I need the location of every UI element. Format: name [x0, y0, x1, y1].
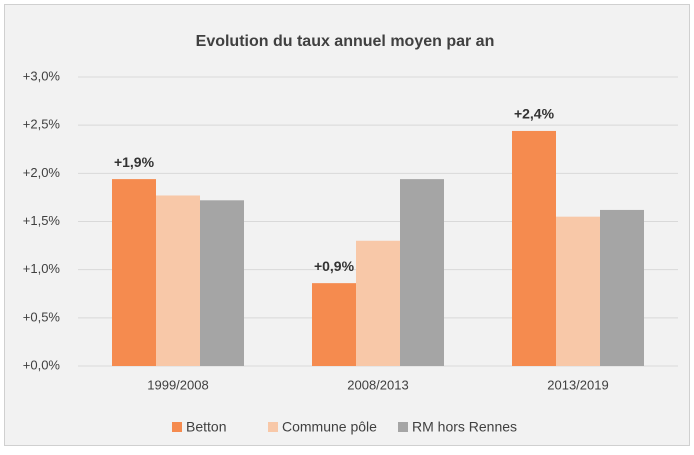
x-tick-label: 2008/2013 — [347, 377, 408, 392]
legend-label: Betton — [186, 419, 226, 435]
bar — [400, 179, 444, 366]
y-tick-label: +1,0% — [23, 261, 61, 276]
legend-swatch — [268, 422, 278, 432]
legend-label: Commune pôle — [282, 419, 377, 435]
x-tick-label: 2013/2019 — [547, 377, 608, 392]
bar — [600, 209, 644, 366]
y-tick-label: +2,0% — [23, 165, 61, 180]
bar — [356, 240, 400, 366]
bar — [312, 283, 356, 366]
data-label: +1,9% — [114, 154, 155, 170]
y-tick-label: +1,5% — [23, 213, 61, 228]
y-tick-label: +0,0% — [23, 357, 61, 372]
chart-title: Evolution du taux annuel moyen par an — [196, 33, 495, 50]
y-tick-label: +2,5% — [23, 117, 61, 132]
bar — [512, 130, 556, 366]
data-label: +0,9% — [314, 258, 355, 274]
y-tick-label: +0,5% — [23, 309, 61, 324]
bar — [200, 200, 244, 366]
legend-swatch — [172, 422, 182, 432]
data-label: +2,4% — [514, 106, 555, 122]
bar — [556, 216, 600, 366]
x-tick-label: 1999/2008 — [147, 377, 208, 392]
bar — [112, 179, 156, 366]
legend-label: RM hors Rennes — [412, 419, 517, 435]
bar — [156, 195, 200, 366]
y-tick-label: +3,0% — [23, 68, 61, 83]
legend-swatch — [398, 422, 408, 432]
